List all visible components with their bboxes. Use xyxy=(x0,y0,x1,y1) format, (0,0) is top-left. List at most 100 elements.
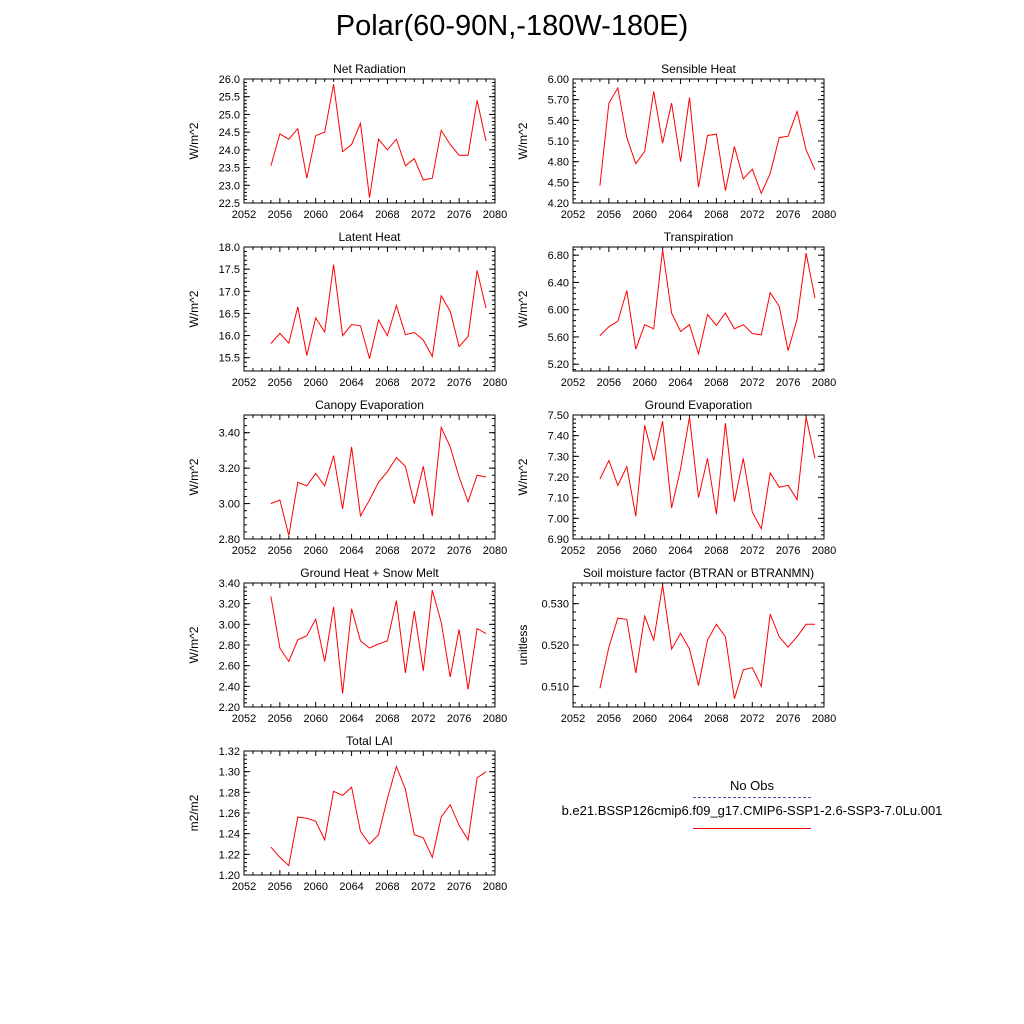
y-tick-label: 0.520 xyxy=(541,640,569,652)
y-tick-label: 6.00 xyxy=(548,74,569,86)
y-axis-label: W/m^2 xyxy=(516,122,530,159)
series-line xyxy=(270,264,487,359)
plot-frame xyxy=(243,414,496,540)
y-tick-label: 18.0 xyxy=(219,242,240,254)
legend-case-label: b.e21.BSSP126cmip6.f09_g17.CMIP6-SSP1-2.… xyxy=(561,803,943,818)
x-tick-label: 2056 xyxy=(268,377,292,389)
x-tick-label: 2056 xyxy=(268,209,292,221)
series-line xyxy=(270,425,487,536)
plot-frame xyxy=(243,246,496,372)
x-tick-label: 2080 xyxy=(483,545,507,557)
y-tick-label: 1.22 xyxy=(219,849,240,861)
y-tick-label: 4.20 xyxy=(548,198,569,210)
legend-case-line xyxy=(693,828,811,829)
y-tick-label: 1.32 xyxy=(219,746,240,758)
chart-title: Sensible Heat xyxy=(661,62,736,76)
y-tick-label: 5.40 xyxy=(548,115,569,127)
y-tick-label: 3.40 xyxy=(219,428,240,440)
y-tick-label: 3.40 xyxy=(219,578,240,590)
y-tick-label: 6.90 xyxy=(548,534,569,546)
y-tick-label: 5.20 xyxy=(548,359,569,371)
chart-panel-1: Net Radiation W/m^2 2052 2056 2060 2064 2068 20… xyxy=(187,62,507,221)
y-axis-label: W/m^2 xyxy=(516,458,530,495)
y-tick-label: 23.5 xyxy=(219,163,240,175)
y-axis-label: W/m^2 xyxy=(187,290,201,327)
y-tick-label: 3.20 xyxy=(219,463,240,475)
series-line xyxy=(599,249,816,356)
x-tick-label: 2052 xyxy=(561,713,585,725)
legend-obs-label: No Obs xyxy=(729,778,775,793)
x-tick-label: 2064 xyxy=(339,209,363,221)
series-line xyxy=(270,590,487,694)
y-axis-label: W/m^2 xyxy=(187,458,201,495)
x-tick-label: 2080 xyxy=(812,209,836,221)
y-tick-label: 7.50 xyxy=(548,410,569,422)
x-tick-label: 2080 xyxy=(483,713,507,725)
y-tick-label: 25.5 xyxy=(219,92,240,104)
y-tick-label: 2.80 xyxy=(219,534,240,546)
chart-panel-5: Canopy Evaporation W/m^2 2052 2056 2060 2064 2… xyxy=(187,398,507,557)
y-tick-label: 25.0 xyxy=(219,109,240,121)
x-tick-label: 2060 xyxy=(303,881,327,893)
y-tick-label: 17.0 xyxy=(219,286,240,298)
x-tick-label: 2056 xyxy=(268,713,292,725)
chart-panel-6: Ground Evaporation W/m^2 2052 2056 2060 2064 2… xyxy=(516,398,836,557)
chart-title: Ground Evaporation xyxy=(645,398,752,412)
y-tick-label: 7.40 xyxy=(548,431,569,443)
x-tick-label: 2052 xyxy=(232,377,256,389)
y-tick-label: 3.00 xyxy=(219,619,240,631)
plot-frame xyxy=(243,78,496,204)
y-tick-label: 7.20 xyxy=(548,472,569,484)
x-tick-label: 2056 xyxy=(597,545,621,557)
x-tick-label: 2064 xyxy=(668,377,692,389)
x-tick-label: 2052 xyxy=(561,545,585,557)
y-tick-label: 5.60 xyxy=(548,332,569,344)
chart-panel-8: Soil moisture factor (BTRAN or BTRANMN) u… xyxy=(516,566,836,725)
x-tick-label: 2060 xyxy=(632,713,656,725)
y-tick-label: 5.70 xyxy=(548,95,569,107)
x-tick-label: 2060 xyxy=(303,545,327,557)
series-line xyxy=(599,86,816,195)
y-tick-label: 7.30 xyxy=(548,451,569,463)
x-tick-label: 2068 xyxy=(375,545,399,557)
x-tick-label: 2072 xyxy=(740,545,764,557)
x-tick-label: 2052 xyxy=(561,209,585,221)
y-axis-label: W/m^2 xyxy=(187,626,201,663)
y-tick-label: 26.0 xyxy=(219,74,240,86)
x-tick-label: 2064 xyxy=(339,377,363,389)
chart-title: Canopy Evaporation xyxy=(315,398,424,412)
x-tick-label: 2060 xyxy=(632,377,656,389)
x-tick-label: 2068 xyxy=(704,713,728,725)
x-tick-label: 2064 xyxy=(668,713,692,725)
y-tick-label: 1.26 xyxy=(219,808,240,820)
x-tick-label: 2060 xyxy=(632,209,656,221)
plot-frame xyxy=(243,582,496,708)
y-tick-label: 4.80 xyxy=(548,157,569,169)
x-tick-label: 2056 xyxy=(268,881,292,893)
x-tick-label: 2068 xyxy=(375,881,399,893)
y-tick-label: 1.24 xyxy=(219,829,240,841)
y-tick-label: 5.10 xyxy=(548,136,569,148)
x-tick-label: 2068 xyxy=(375,209,399,221)
chart-title: Transpiration xyxy=(664,230,734,244)
x-tick-label: 2056 xyxy=(597,713,621,725)
chart-panel-3: Latent Heat W/m^2 2052 2056 2060 2064 2068 2072… xyxy=(187,230,507,389)
y-axis-label: W/m^2 xyxy=(516,290,530,327)
x-tick-label: 2080 xyxy=(483,377,507,389)
y-tick-label: 2.40 xyxy=(219,681,240,693)
y-tick-label: 1.20 xyxy=(219,870,240,882)
y-tick-label: 16.0 xyxy=(219,331,240,343)
x-tick-label: 2060 xyxy=(303,713,327,725)
y-tick-label: 15.5 xyxy=(219,353,240,365)
x-tick-label: 2076 xyxy=(447,881,471,893)
x-tick-label: 2068 xyxy=(375,377,399,389)
y-tick-label: 7.00 xyxy=(548,513,569,525)
x-tick-label: 2080 xyxy=(812,545,836,557)
x-tick-label: 2072 xyxy=(411,209,435,221)
y-tick-label: 0.530 xyxy=(541,599,569,611)
y-tick-label: 6.40 xyxy=(548,277,569,289)
y-tick-label: 24.0 xyxy=(219,145,240,157)
x-tick-label: 2056 xyxy=(268,545,292,557)
x-tick-label: 2068 xyxy=(375,713,399,725)
x-tick-label: 2076 xyxy=(447,209,471,221)
